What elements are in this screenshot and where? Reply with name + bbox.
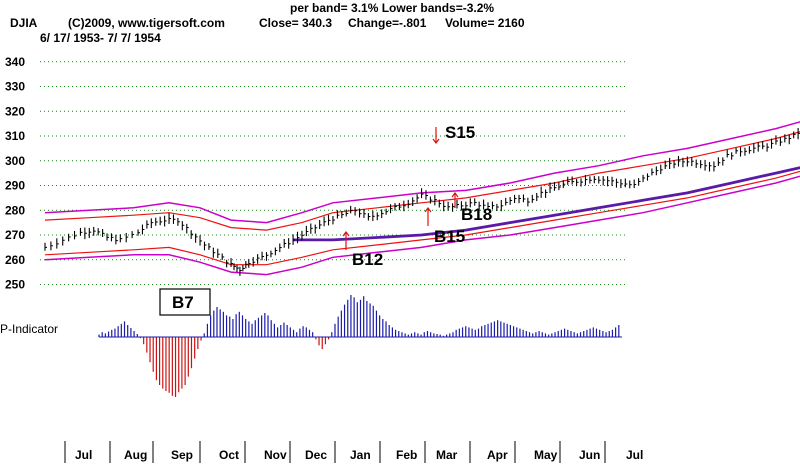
x-tick-label: Jan: [350, 448, 371, 462]
date-range: 6/ 17/ 1953- 7/ 7/ 1954: [40, 31, 161, 45]
y-tick-label: 250: [5, 278, 25, 292]
x-tick-label: Jun: [579, 448, 600, 462]
x-axis: Jul Aug Sep Oct Nov Dec Jan Feb Mar Apr May Jun Jul: [64, 441, 643, 463]
close-value: Close= 340.3: [259, 16, 332, 30]
moving-average-line: [293, 166, 800, 242]
signal-label-b15: B15: [434, 227, 465, 246]
x-tick-label: Oct: [219, 448, 239, 462]
signal-label-b7: B7: [172, 293, 194, 312]
signal-arrow-head: [342, 231, 350, 237]
p-indicator-bars: [98, 295, 622, 397]
y-tick-label: 260: [5, 253, 25, 267]
upper-band-outer: [44, 121, 800, 224]
upper-band-inner: [44, 131, 800, 231]
signal-box-b7: [159, 288, 211, 316]
y-tick-label: 290: [5, 179, 25, 193]
x-tick-label: Apr: [487, 448, 508, 462]
x-tick-label: Nov: [264, 448, 287, 462]
band-info: per band= 3.1% Lower bands=-3.2%: [290, 1, 494, 15]
y-tick-label: 300: [5, 154, 25, 168]
x-tick-label: Aug: [124, 448, 147, 462]
signal-arrow-head: [424, 207, 432, 213]
copyright: (C)2009, www.tigersoft.com: [68, 16, 225, 30]
y-axis-labels: 250 260 270 280 290 300 310 320 330 340: [5, 55, 25, 292]
signal-label-s15: S15: [445, 123, 475, 142]
x-tick-label: Dec: [305, 448, 327, 462]
signal-label-b12: B12: [352, 250, 383, 269]
grid-lines: [40, 61, 625, 285]
change-value: Change=-.801: [348, 16, 427, 30]
symbol: DJIA: [10, 16, 38, 30]
y-tick-label: 340: [5, 55, 25, 69]
x-tick-label: Feb: [396, 448, 417, 462]
x-tick-label: Jul: [75, 448, 92, 462]
signal-arrow-head: [451, 192, 459, 198]
y-tick-label: 310: [5, 129, 25, 143]
x-tick-label: Jul: [626, 448, 643, 462]
x-tick-label: Sep: [171, 448, 193, 462]
y-tick-label: 280: [5, 203, 25, 217]
signals: B7 B12 B15 B18 S15: [159, 123, 492, 316]
price-bands: [44, 121, 800, 276]
y-tick-label: 320: [5, 104, 25, 118]
lower-band-outer: [44, 175, 800, 276]
x-tick-label: May: [534, 448, 558, 462]
signal-label-b18: B18: [461, 205, 492, 224]
x-tick-label: Mar: [436, 448, 458, 462]
y-tick-label: 330: [5, 80, 25, 94]
price-bars: [44, 127, 800, 276]
signal-arrow-head: [432, 138, 440, 144]
lower-band-inner: [44, 170, 800, 266]
volume-value: Volume= 2160: [445, 16, 525, 30]
y-tick-label: 270: [5, 228, 25, 242]
indicator-label: P-Indicator: [0, 322, 58, 336]
